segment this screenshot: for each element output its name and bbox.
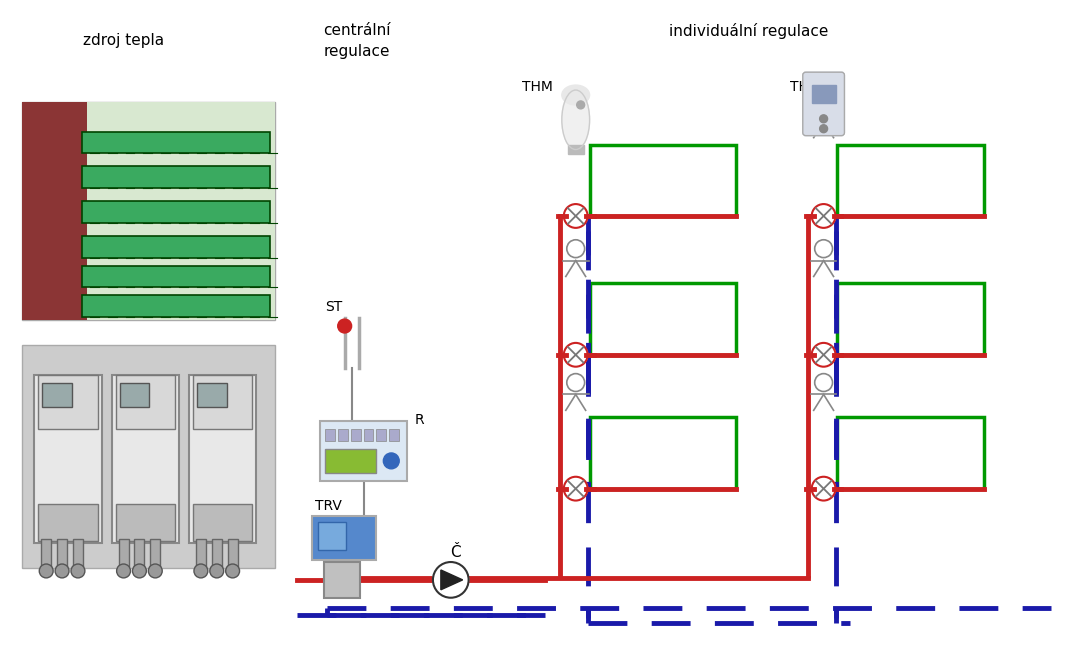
Text: THM: THM xyxy=(522,80,553,94)
Bar xyxy=(116,375,176,429)
Circle shape xyxy=(194,564,208,578)
Circle shape xyxy=(225,564,240,578)
Circle shape xyxy=(39,564,53,578)
Bar xyxy=(318,522,346,550)
Bar xyxy=(82,295,270,317)
Bar xyxy=(82,166,270,188)
FancyBboxPatch shape xyxy=(803,72,844,136)
Circle shape xyxy=(815,374,833,391)
Bar xyxy=(350,429,361,441)
Circle shape xyxy=(815,240,833,257)
Circle shape xyxy=(384,453,399,469)
Text: ST: ST xyxy=(325,300,343,314)
Circle shape xyxy=(149,564,163,578)
Bar xyxy=(151,539,160,567)
Text: individuální regulace: individuální regulace xyxy=(669,22,828,38)
Bar xyxy=(38,504,98,541)
Text: R: R xyxy=(415,413,425,427)
Bar xyxy=(82,132,270,154)
Circle shape xyxy=(815,101,833,119)
Bar xyxy=(82,201,270,223)
Bar xyxy=(325,429,335,441)
Circle shape xyxy=(117,564,130,578)
Circle shape xyxy=(564,477,588,500)
Bar xyxy=(38,375,98,429)
Text: THE: THE xyxy=(790,80,817,94)
Ellipse shape xyxy=(562,85,590,105)
Bar xyxy=(376,429,386,441)
Bar xyxy=(812,85,836,103)
Circle shape xyxy=(812,204,836,228)
Text: centrální
regulace: centrální regulace xyxy=(323,22,390,59)
Bar xyxy=(568,145,583,154)
Bar xyxy=(23,345,275,568)
Bar xyxy=(324,562,360,598)
Bar xyxy=(228,539,237,567)
Bar xyxy=(193,504,253,541)
Circle shape xyxy=(338,319,351,333)
Bar xyxy=(193,375,253,429)
Bar xyxy=(82,236,270,257)
Bar xyxy=(838,283,984,355)
Bar xyxy=(211,539,222,567)
Bar xyxy=(196,539,206,567)
Bar xyxy=(134,539,144,567)
Bar xyxy=(57,539,67,567)
Circle shape xyxy=(55,564,69,578)
Bar xyxy=(82,265,270,287)
Circle shape xyxy=(132,564,146,578)
Circle shape xyxy=(577,101,584,109)
Bar xyxy=(87,102,275,320)
Bar xyxy=(118,539,129,567)
Bar xyxy=(119,383,150,407)
Bar xyxy=(389,429,399,441)
Bar xyxy=(73,539,82,567)
Ellipse shape xyxy=(562,90,590,150)
Bar xyxy=(320,421,408,480)
Text: Č: Č xyxy=(451,545,461,560)
Circle shape xyxy=(812,343,836,367)
Bar xyxy=(325,449,376,473)
Bar xyxy=(23,102,275,320)
Bar xyxy=(35,375,102,543)
Text: TRV: TRV xyxy=(315,498,341,513)
Circle shape xyxy=(210,564,223,578)
Bar xyxy=(116,504,176,541)
Circle shape xyxy=(564,204,588,228)
Bar xyxy=(838,417,984,488)
Bar xyxy=(112,375,179,543)
Bar xyxy=(197,383,227,407)
Bar xyxy=(23,102,87,320)
Bar xyxy=(363,429,373,441)
Text: zdroj tepla: zdroj tepla xyxy=(83,32,164,48)
Polygon shape xyxy=(441,570,463,590)
Circle shape xyxy=(70,564,85,578)
Bar xyxy=(312,516,376,560)
Circle shape xyxy=(820,125,827,133)
Bar xyxy=(338,429,348,441)
Bar xyxy=(838,145,984,216)
Circle shape xyxy=(820,115,827,123)
Bar xyxy=(590,283,736,355)
Bar xyxy=(41,539,51,567)
Circle shape xyxy=(567,374,584,391)
Bar xyxy=(189,375,257,543)
Circle shape xyxy=(567,101,584,119)
Circle shape xyxy=(812,477,836,500)
Bar xyxy=(590,145,736,216)
Circle shape xyxy=(564,343,588,367)
Bar xyxy=(590,417,736,488)
Circle shape xyxy=(567,240,584,257)
Circle shape xyxy=(433,562,468,598)
Bar xyxy=(42,383,72,407)
